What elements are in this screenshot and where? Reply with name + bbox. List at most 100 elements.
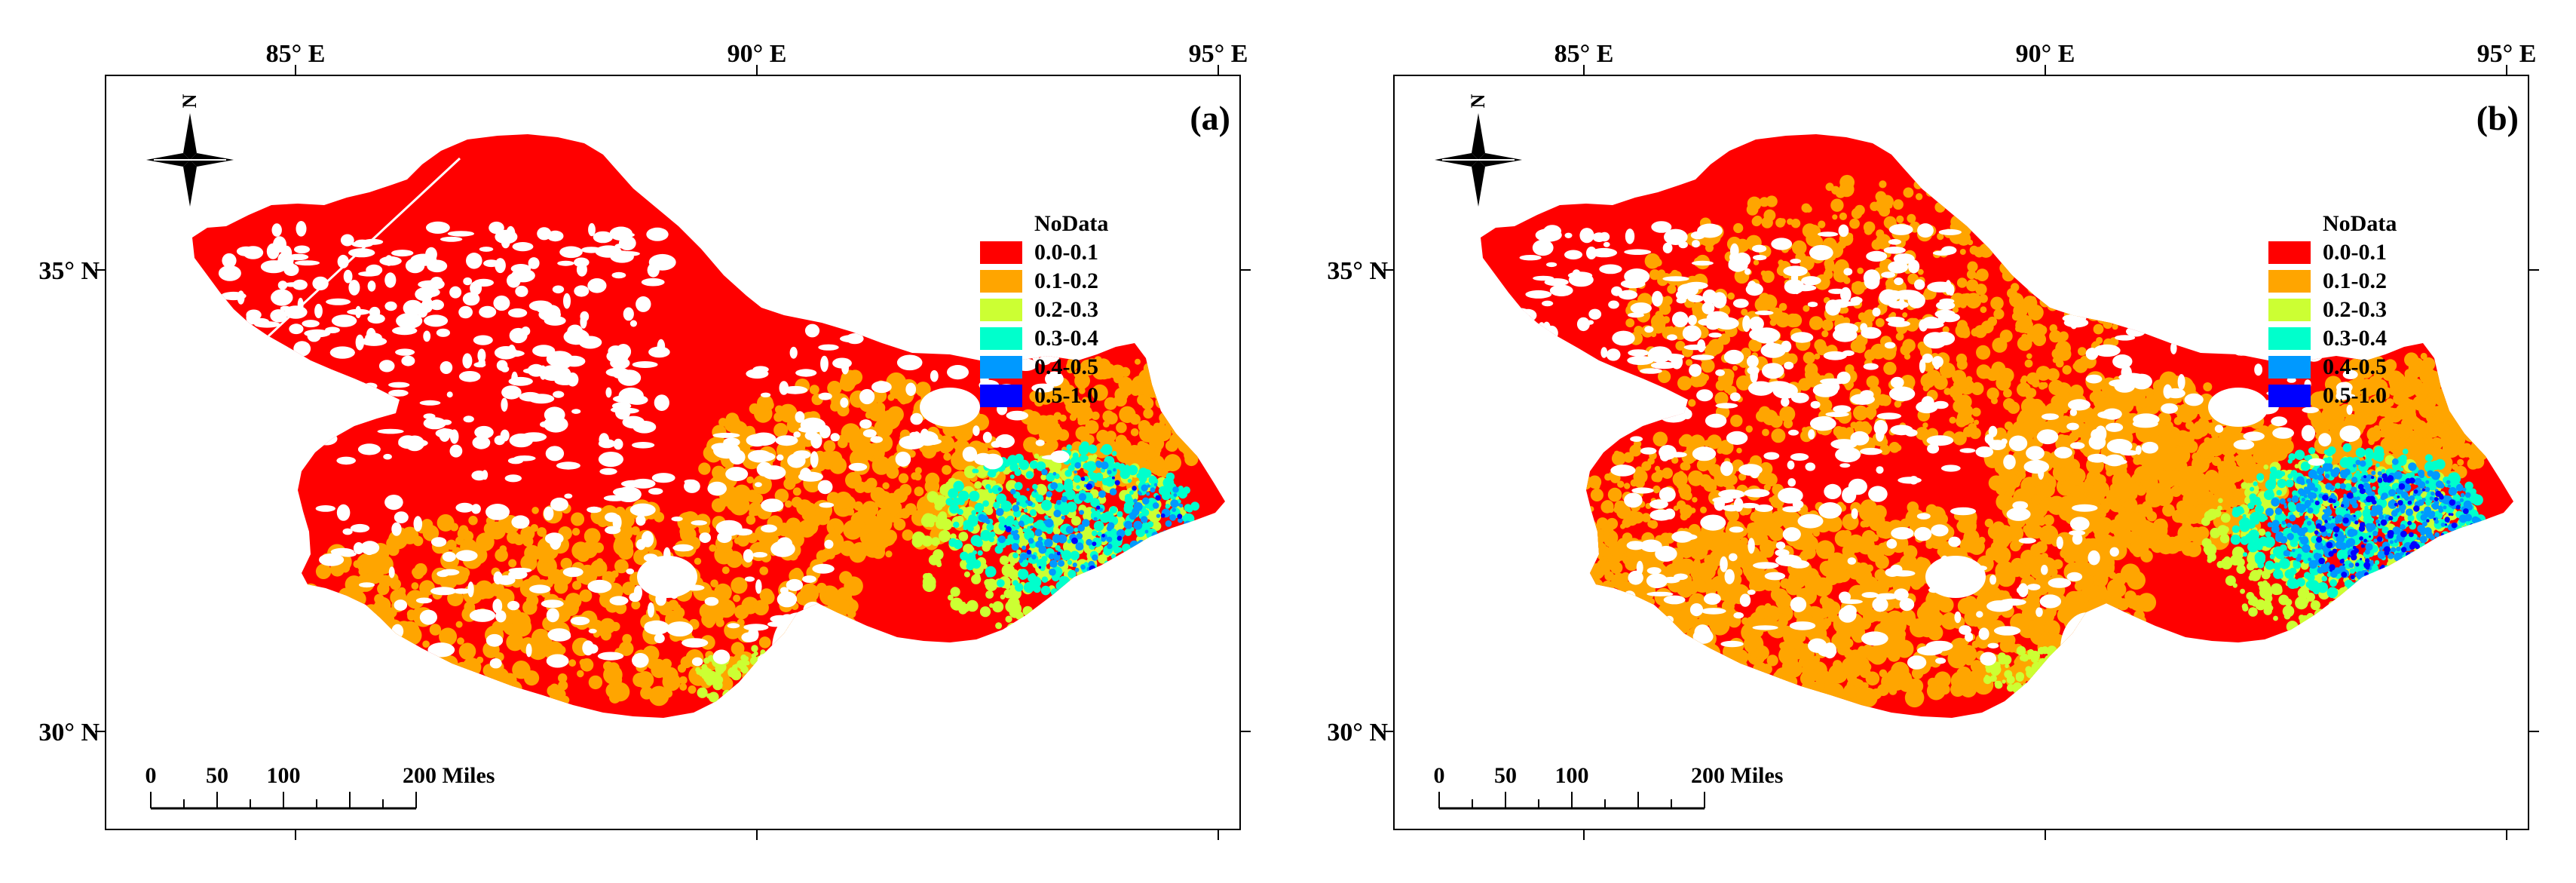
nodata-hole [511,371,518,385]
zone-0.4-0.5 [1153,483,1158,486]
zone-0.5-1.0 [1056,551,1061,556]
zone-0.3-0.4 [1161,491,1171,501]
nodata-hole [455,550,478,562]
zone-0.3-0.4 [1083,476,1089,482]
zone-0.2-0.3 [963,544,974,555]
nodata-hole [507,345,516,357]
nodata-hole [666,621,694,637]
zone-0.1-0.2 [854,440,875,461]
nodata-hole [294,245,310,254]
zone-0.1-0.2 [1992,546,2011,565]
zone-0.1-0.2 [809,385,819,395]
nodata-hole [973,425,980,437]
nodata-hole [615,344,632,360]
zone-0.3-0.4 [1104,477,1116,487]
zone-0.1-0.2 [1600,565,1610,575]
nodata-hole [424,314,449,327]
zone-0.1-0.2 [2413,420,2427,434]
zone-0.1-0.2 [1845,661,1863,678]
zone-0.4-0.5 [1053,553,1061,561]
zone-0.5-1.0 [1116,535,1123,541]
zone-0.1-0.2 [2420,352,2427,360]
zone-0.1-0.2 [2457,458,2464,466]
zone-0.4-0.5 [1074,470,1077,474]
zone-0.1-0.2 [1809,316,1824,330]
zone-0.1-0.2 [1959,645,1977,664]
nodata-hole [513,455,536,461]
nodata-hole [810,433,822,449]
zone-0.1-0.2 [679,683,688,691]
nodata-hole [501,385,522,400]
zone-0.3-0.4 [1046,528,1053,535]
zone-0.3-0.4 [1054,502,1064,511]
nodata-hole [277,281,288,290]
nodata-hole [479,305,497,318]
zone-0.2-0.3 [746,661,750,666]
nodata-hole [485,633,504,647]
zone-0.4-0.5 [1026,488,1030,492]
nodata-hole [609,596,629,606]
nodata-hole [424,304,435,309]
zone-0.1-0.2 [898,473,909,483]
zone-0.1-0.2 [436,514,455,532]
zone-0.4-0.5 [1169,514,1177,521]
zone-0.3-0.4 [1076,485,1080,489]
zone-0.2-0.3 [989,603,994,608]
zone-0.3-0.4 [1151,478,1159,485]
nodata-hole [544,416,568,433]
zone-0.1-0.2 [792,487,801,496]
zone-0.3-0.4 [1021,501,1028,508]
zone-0.1-0.2 [694,557,702,565]
nodata-hole [840,397,849,408]
nodata-hole [633,421,657,434]
zone-0.5-1.0 [1132,486,1137,491]
zone-0.1-0.2 [1747,616,1756,625]
zone-0.3-0.4 [1124,529,1132,536]
zone-0.1-0.2 [1848,619,1864,636]
zone-0.1-0.2 [827,381,842,396]
nodata-hole [384,272,397,288]
nodata-hole [474,425,494,439]
zone-0.1-0.2 [887,406,904,423]
zone-0.2-0.3 [1013,602,1019,609]
nodata-hole [756,461,773,477]
zone-0.1-0.2 [1778,617,1788,627]
zone-0.1-0.2 [579,589,593,602]
zone-0.3-0.4 [1100,448,1105,453]
zone-0.1-0.2 [688,685,697,694]
zone-0.1-0.2 [1921,614,1929,622]
nodata-hole [336,456,357,465]
zone-0.1-0.2 [1845,685,1858,698]
nodata-hole [605,526,621,535]
zone-0.4-0.5 [1172,507,1177,512]
nodata-hole [614,243,633,249]
nodata-hole [587,278,607,293]
nodata-hole [747,449,772,463]
zone-0.1-0.2 [522,599,538,615]
legend-label: 0.1-0.2 [1034,268,1098,293]
zone-0.4-0.5 [1152,502,1159,509]
zone-0.1-0.2 [752,474,772,495]
nodata-hole [340,234,354,247]
north-arrow: N [146,94,234,207]
zone-0.1-0.2 [571,528,580,536]
zone-0.4-0.5 [1030,525,1034,529]
zone-0.3-0.4 [1046,473,1055,482]
zone-0.1-0.2 [2344,414,2360,429]
nodata-hole [830,433,840,442]
zone-0.2-0.3 [1000,594,1006,599]
nodata-hole [776,454,784,461]
zone-0.1-0.2 [2028,619,2045,636]
nodata-hole [273,236,286,253]
zone-0.1-0.2 [2230,425,2239,434]
zone-0.1-0.2 [1042,415,1058,431]
zone-0.1-0.2 [899,397,908,405]
nodata-hole [747,627,759,642]
zone-0.4-0.5 [1146,492,1150,496]
zone-0.3-0.4 [1024,529,1035,541]
nodata-hole [962,446,978,462]
zone-0.1-0.2 [571,512,585,526]
zone-0.1-0.2 [1104,397,1117,410]
zone-0.1-0.2 [468,516,478,526]
zone-0.1-0.2 [413,607,423,617]
